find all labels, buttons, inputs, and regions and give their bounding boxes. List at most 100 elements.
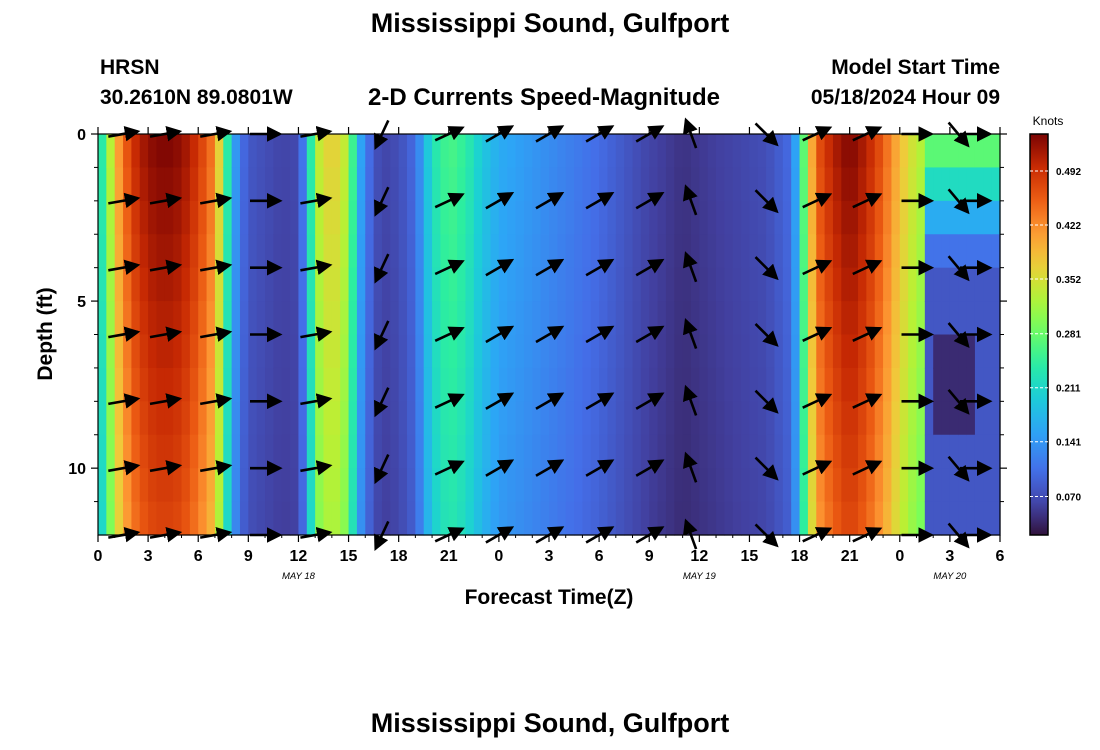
heatmap-cell <box>365 134 375 169</box>
heatmap-cell <box>340 134 350 169</box>
heatmap-cell <box>899 301 909 336</box>
heatmap-cell <box>457 301 467 336</box>
heatmap-cell <box>365 334 375 369</box>
heatmap-cell <box>724 234 734 269</box>
heatmap-cell <box>206 367 216 402</box>
heatmap-cell <box>774 167 784 202</box>
heatmap-cell <box>465 367 475 402</box>
heatmap-cell <box>924 367 934 402</box>
heatmap-cell <box>866 434 876 469</box>
heatmap-cell <box>941 468 951 503</box>
heatmap-cell <box>123 401 133 436</box>
heatmap-cell <box>515 234 525 269</box>
heatmap-cell <box>741 434 751 469</box>
heatmap-cell <box>498 468 508 503</box>
heatmap-cell <box>381 200 391 235</box>
heatmap-cell <box>716 501 725 536</box>
heatmap-cell <box>415 301 425 336</box>
heatmap-cell <box>206 468 216 503</box>
heatmap-cell <box>657 367 667 402</box>
heatmap-cell <box>206 301 216 336</box>
chart-subtitle: 2-D Currents Speed-Magnitude <box>368 84 721 111</box>
heatmap-cell <box>415 401 425 436</box>
current-vector-arrow <box>585 392 615 410</box>
heatmap-cell <box>148 200 158 235</box>
heatmap-cell <box>298 367 308 402</box>
heatmap-cell <box>415 267 425 302</box>
heatmap-cell <box>590 301 600 336</box>
heatmap-cell <box>966 234 976 269</box>
heatmap-cell <box>774 401 784 436</box>
heatmap-cell <box>323 401 333 436</box>
heatmap-cell <box>682 401 692 436</box>
heatmap-cell <box>991 267 1001 302</box>
heatmap-cell <box>682 200 692 235</box>
heatmap-cell <box>290 167 300 202</box>
heatmap-cell <box>106 401 116 436</box>
heatmap-cell <box>866 367 876 402</box>
current-vector-arrow <box>108 460 141 476</box>
x-date-label: MAY 19 <box>683 571 717 582</box>
heatmap-cell <box>866 167 876 202</box>
heatmap-cell <box>123 167 133 202</box>
x-tick-label: 3 <box>945 548 954 565</box>
heatmap-cell <box>198 267 208 302</box>
heatmap-cell <box>716 334 725 369</box>
heatmap-cell <box>315 234 325 269</box>
heatmap-cell <box>490 501 500 536</box>
heatmap-cell <box>265 200 274 235</box>
heatmap-cell <box>690 301 700 336</box>
heatmap-cell <box>782 468 792 503</box>
current-vector-arrow <box>947 188 970 215</box>
heatmap-cell <box>173 501 183 536</box>
heatmap-cell <box>148 401 158 436</box>
heatmap-cell <box>974 234 984 269</box>
heatmap-cell <box>766 200 776 235</box>
heatmap-cell <box>841 434 851 469</box>
heatmap-cell <box>440 334 450 369</box>
heatmap-cell <box>649 401 659 436</box>
heatmap-cell <box>440 200 450 235</box>
heatmap-cell <box>298 134 308 169</box>
heatmap-cell <box>799 468 809 503</box>
heatmap-cell <box>983 367 993 402</box>
current-vector-arrow <box>374 253 390 284</box>
heatmap-cell <box>816 468 826 503</box>
heatmap-cell <box>448 267 458 302</box>
heatmap-cell <box>306 301 316 336</box>
heatmap-cell <box>323 134 333 169</box>
heatmap-cell <box>858 167 867 202</box>
heatmap-cell <box>757 334 767 369</box>
heatmap-cell <box>315 367 325 402</box>
heatmap-cell <box>398 468 408 503</box>
heatmap-cell <box>916 234 926 269</box>
heatmap-cell <box>699 468 709 503</box>
heatmap-cell <box>924 501 934 536</box>
heatmap-cell <box>883 167 893 202</box>
heatmap-cell <box>949 267 959 302</box>
x-tick-label: 12 <box>290 548 308 565</box>
heatmap-cell <box>173 367 183 402</box>
heatmap-cell <box>540 200 550 235</box>
heatmap-cell <box>958 134 968 169</box>
heatmap-cell <box>582 334 592 369</box>
heatmap-cell <box>899 267 909 302</box>
heatmap-cell <box>281 367 291 402</box>
heatmap-cell <box>966 367 976 402</box>
heatmap-cell <box>632 200 642 235</box>
heatmap-cell <box>507 434 517 469</box>
colorbar-tick-label: 0.211 <box>1056 384 1081 395</box>
heatmap-cell <box>432 468 442 503</box>
heatmap-cell <box>515 334 525 369</box>
heatmap-cell <box>974 468 984 503</box>
heatmap-cell <box>557 401 567 436</box>
heatmap-cell <box>557 134 567 169</box>
heatmap-cell <box>198 200 208 235</box>
heatmap-cell <box>699 301 709 336</box>
heatmap-cell <box>373 401 383 436</box>
heatmap-cell <box>941 334 951 369</box>
heatmap-cell <box>624 501 634 536</box>
heatmap-cell <box>139 434 149 469</box>
heatmap-cell <box>974 200 984 235</box>
